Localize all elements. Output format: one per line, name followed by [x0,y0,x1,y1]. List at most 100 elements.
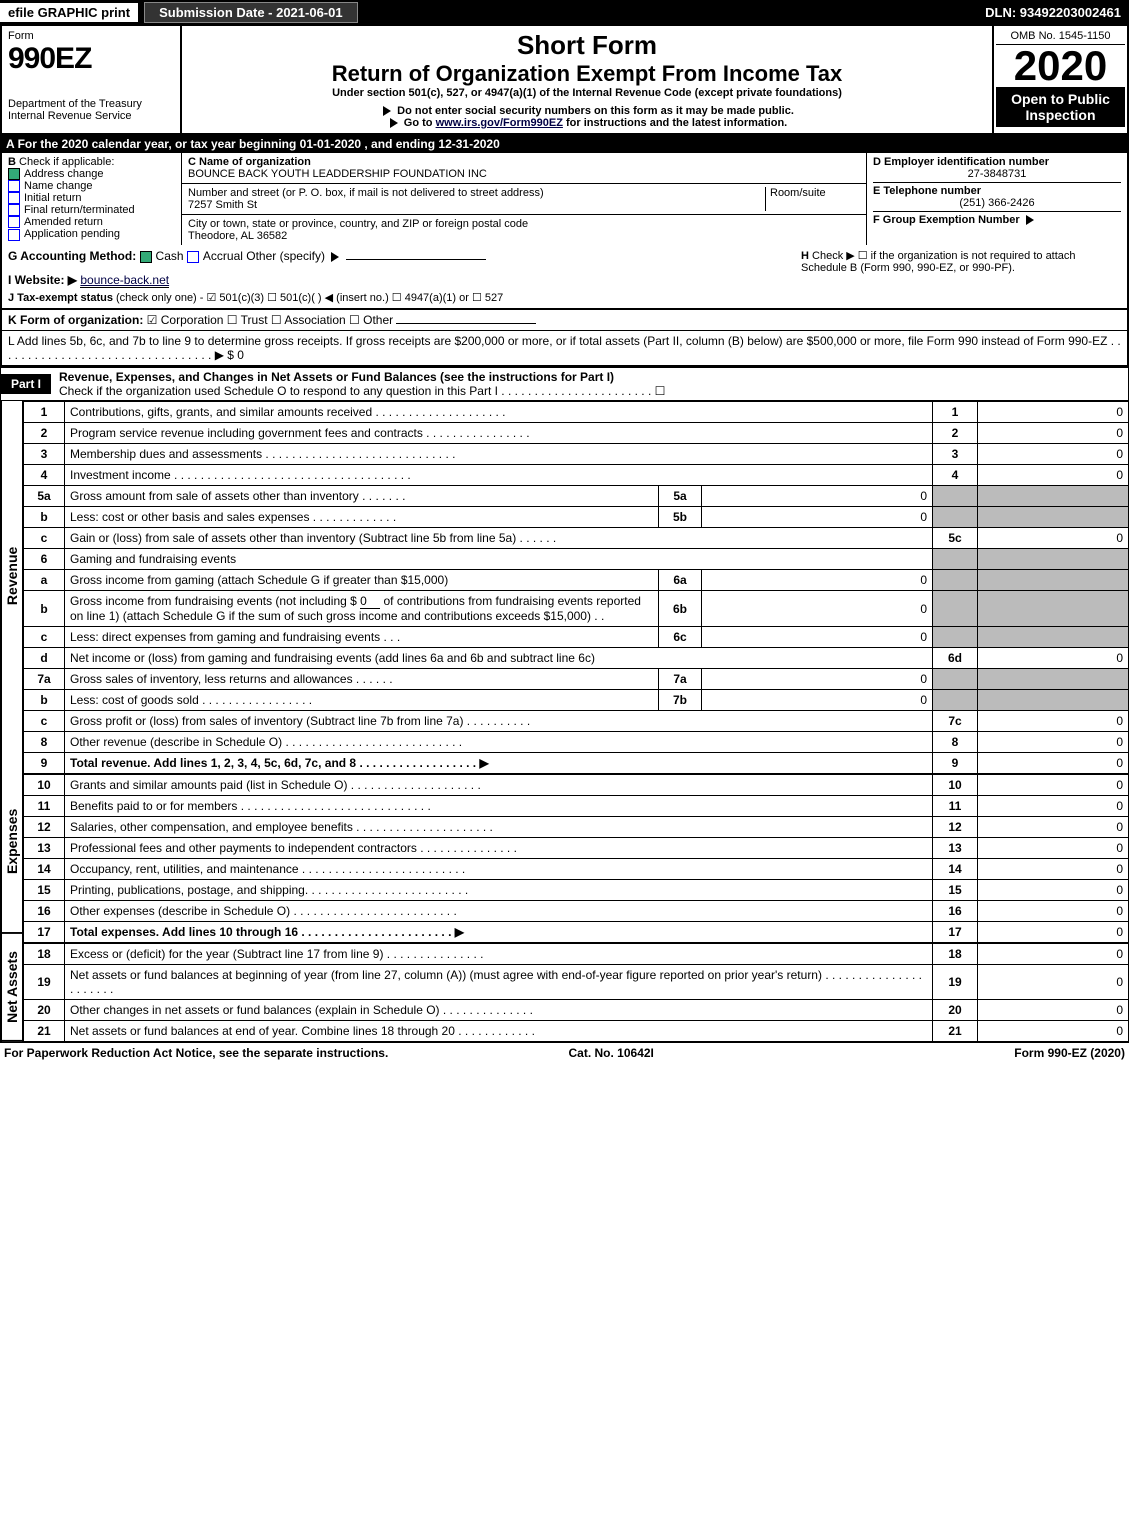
k-label: K Form of organization: [8,313,143,327]
checkbox-final-return[interactable] [8,204,20,216]
tax-year: 2020 [996,45,1125,87]
table-row: 4Investment income . . . . . . . . . . .… [24,465,1129,486]
table-row: 13Professional fees and other payments t… [24,838,1129,859]
c-name-label: C Name of organization [188,156,311,168]
other-specify-input[interactable] [346,259,486,260]
entity-info-block: B Check if applicable: Address change Na… [0,153,1129,245]
checkbox-address-change[interactable] [8,168,20,180]
footer-mid: Cat. No. 10642I [569,1046,654,1060]
submission-date-button[interactable]: Submission Date - 2021-06-01 [144,2,358,23]
triangle-icon [331,252,339,262]
revenue-section-label: Revenue [2,401,22,751]
ein-value: 27-3848731 [873,168,1121,180]
website-link[interactable]: bounce-back.net [80,273,169,288]
room-suite-label: Room/suite [765,187,860,211]
table-row: 1Contributions, gifts, grants, and simil… [24,402,1129,423]
form-header: Form 990EZ Department of the Treasury In… [0,24,1129,135]
table-row: 20Other changes in net assets or fund ba… [24,1000,1129,1021]
table-row: aGross income from gaming (attach Schedu… [24,570,1129,591]
netassets-section-label: Net Assets [2,934,22,1042]
table-row: bLess: cost of goods sold . . . . . . . … [24,690,1129,711]
efile-label[interactable]: efile GRAPHIC print [0,3,138,22]
ssn-warning: Do not enter social security numbers on … [397,105,794,117]
checkbox-initial-return[interactable] [8,192,20,204]
irs-label: Internal Revenue Service [8,110,174,122]
footer-right: Form 990-EZ (2020) [1014,1046,1125,1060]
g-cash: Cash [156,249,184,263]
d-label: D Employer identification number [873,156,1049,168]
b-opt-2: Initial return [24,192,81,204]
b-opt-4: Amended return [24,216,103,228]
j-options: ☑ 501(c)(3) ☐ 501(c)( ) ◀ (insert no.) ☐… [207,292,504,304]
section-def: D Employer identification number 27-3848… [867,153,1127,245]
table-row: 18Excess or (deficit) for the year (Subt… [24,943,1129,965]
checkbox-accrual[interactable] [187,251,199,263]
section-c: C Name of organization BOUNCE BACK YOUTH… [182,153,867,245]
part-i-check: Check if the organization used Schedule … [59,384,665,398]
table-row: 12Salaries, other compensation, and empl… [24,817,1129,838]
table-row: 10Grants and similar amounts paid (list … [24,774,1129,796]
checkbox-name-change[interactable] [8,180,20,192]
checkbox-application-pending[interactable] [8,229,20,241]
org-name: BOUNCE BACK YOUTH LEADDERSHIP FOUNDATION… [188,168,860,180]
i-label: I Website: ▶ [8,273,77,287]
6b-amount-input[interactable]: 0 [360,594,380,609]
6b-text-1: Gross income from fundraising events (no… [70,594,360,608]
checkbox-cash[interactable] [140,251,152,263]
b-label: Check if applicable: [19,156,114,168]
section-k: K Form of organization: ☑ Corporation ☐ … [0,310,1129,331]
table-row: cLess: direct expenses from gaming and f… [24,627,1129,648]
part-i-title: Revenue, Expenses, and Changes in Net As… [59,370,614,384]
header-middle: Short Form Return of Organization Exempt… [182,26,992,133]
table-row: 19Net assets or fund balances at beginni… [24,965,1129,1000]
b-opt-1: Name change [24,180,93,192]
form-word: Form [8,30,174,42]
lines-table: 1Contributions, gifts, grants, and simil… [23,401,1129,1042]
table-row: 3Membership dues and assessments . . . .… [24,444,1129,465]
table-row: 2Program service revenue including gover… [24,423,1129,444]
k-other-input[interactable] [396,323,536,324]
irs-link[interactable]: www.irs.gov/Form990EZ [436,117,563,129]
main-table-wrap: Revenue Expenses Net Assets 1Contributio… [0,401,1129,1042]
tax-period-row: A For the 2020 calendar year, or tax yea… [0,135,1129,153]
open-to-public: Open to Public Inspection [996,87,1125,127]
city-state-zip: Theodore, AL 36582 [188,230,860,242]
g-accrual: Accrual [203,249,243,263]
table-row: 6Gaming and fundraising events [24,549,1129,570]
triangle-icon [390,118,398,128]
j-label: J Tax-exempt status [8,292,113,304]
form-number: 990EZ [8,42,174,76]
table-row: 21Net assets or fund balances at end of … [24,1021,1129,1042]
table-row: 17Total expenses. Add lines 10 through 1… [24,922,1129,944]
e-label: E Telephone number [873,185,981,197]
table-row: 11Benefits paid to or for members . . . … [24,796,1129,817]
checkbox-amended[interactable] [8,216,20,228]
expenses-section-label: Expenses [2,751,22,934]
section-b: B Check if applicable: Address change Na… [2,153,182,245]
short-form-title: Short Form [190,30,984,61]
g-label: G Accounting Method: [8,249,136,263]
k-options: ☑ Corporation ☐ Trust ☐ Association ☐ Ot… [147,313,393,327]
header-left: Form 990EZ Department of the Treasury In… [2,26,182,133]
table-row: cGain or (loss) from sale of assets othe… [24,528,1129,549]
part-i-header: Part I Revenue, Expenses, and Changes in… [0,367,1129,401]
dept-treasury: Department of the Treasury [8,98,174,110]
part-i-label: Part I [1,374,51,394]
table-row: dNet income or (loss) from gaming and fu… [24,648,1129,669]
addr-label: Number and street (or P. O. box, if mail… [188,187,765,199]
table-row: 5aGross amount from sale of assets other… [24,486,1129,507]
table-row: 15Printing, publications, postage, and s… [24,880,1129,901]
city-label: City or town, state or province, country… [188,218,860,230]
table-row: 7aGross sales of inventory, less returns… [24,669,1129,690]
triangle-icon [383,106,391,116]
period-text: For the 2020 calendar year, or tax year … [18,137,500,151]
footer-left: For Paperwork Reduction Act Notice, see … [4,1046,388,1060]
street-address: 7257 Smith St [188,199,765,211]
page-footer: For Paperwork Reduction Act Notice, see … [0,1042,1129,1063]
f-label: F Group Exemption Number [873,214,1020,226]
b-opt-3: Final return/terminated [24,204,135,216]
dln-label: DLN: 93492203002461 [985,5,1129,20]
phone-value: (251) 366-2426 [873,197,1121,209]
header-right: OMB No. 1545-1150 2020 Open to Public In… [992,26,1127,133]
under-section: Under section 501(c), 527, or 4947(a)(1)… [190,87,984,99]
